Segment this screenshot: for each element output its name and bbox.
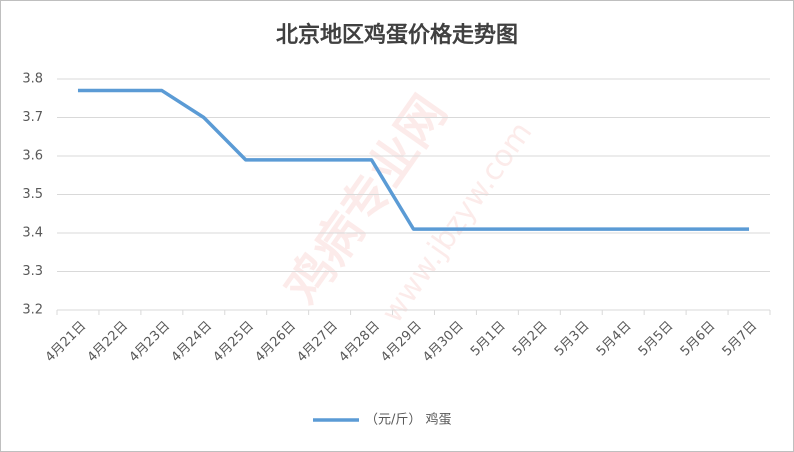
y-tick-label: 3.4: [22, 226, 43, 241]
legend-label: （元/斤） 鸡蛋: [365, 412, 452, 428]
y-tick-label: 3.8: [22, 72, 43, 87]
y-tick-label: 3.3: [22, 264, 43, 279]
y-tick-label: 3.2: [22, 303, 43, 318]
chart-title: 北京地区鸡蛋价格走势图: [276, 22, 518, 48]
y-tick-label: 3.5: [22, 187, 43, 202]
line-series: [77, 88, 750, 231]
y-tick-label: 3.7: [22, 110, 43, 125]
y-tick-label: 3.6: [22, 149, 43, 164]
